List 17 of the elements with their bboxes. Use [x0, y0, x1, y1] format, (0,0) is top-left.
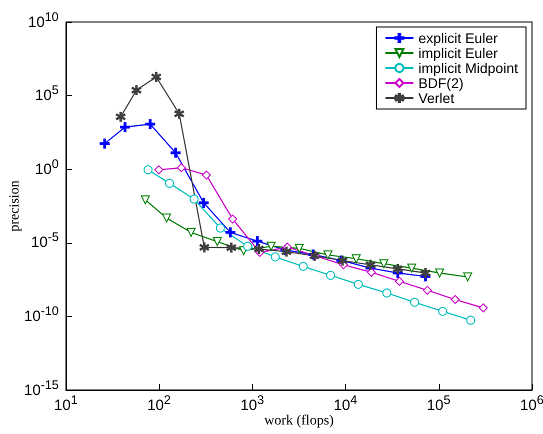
x-tick-label: 10$^{3}$: [240, 393, 264, 414]
legend-label: BDF(2): [418, 75, 464, 91]
y-tick-label: 10$^{10}$: [28, 10, 59, 30]
x-tick-label: 10$^{5}$: [426, 393, 450, 414]
legend-label: explicit Euler: [418, 30, 498, 46]
x-axis-title: work (flops): [264, 414, 334, 428]
legend-label: Verlet: [418, 90, 454, 106]
x-tick-label: 10$^{4}$: [334, 393, 358, 414]
legend-label: implicit Euler: [418, 45, 498, 61]
y-tick-label: 10$^{-10}$: [24, 304, 59, 325]
y-tick-label: 10$^{-5}$: [31, 230, 59, 252]
legend-label: implicit Midpoint: [418, 60, 518, 76]
x-tick-label: 10$^{6}$: [520, 393, 543, 414]
y-tick-label: 10$^{0}$: [35, 156, 59, 178]
y-axis-title: precision: [8, 180, 22, 232]
y-tick-label: 10$^{5}$: [35, 83, 59, 104]
x-tick-label: 10$^{2}$: [147, 393, 171, 414]
